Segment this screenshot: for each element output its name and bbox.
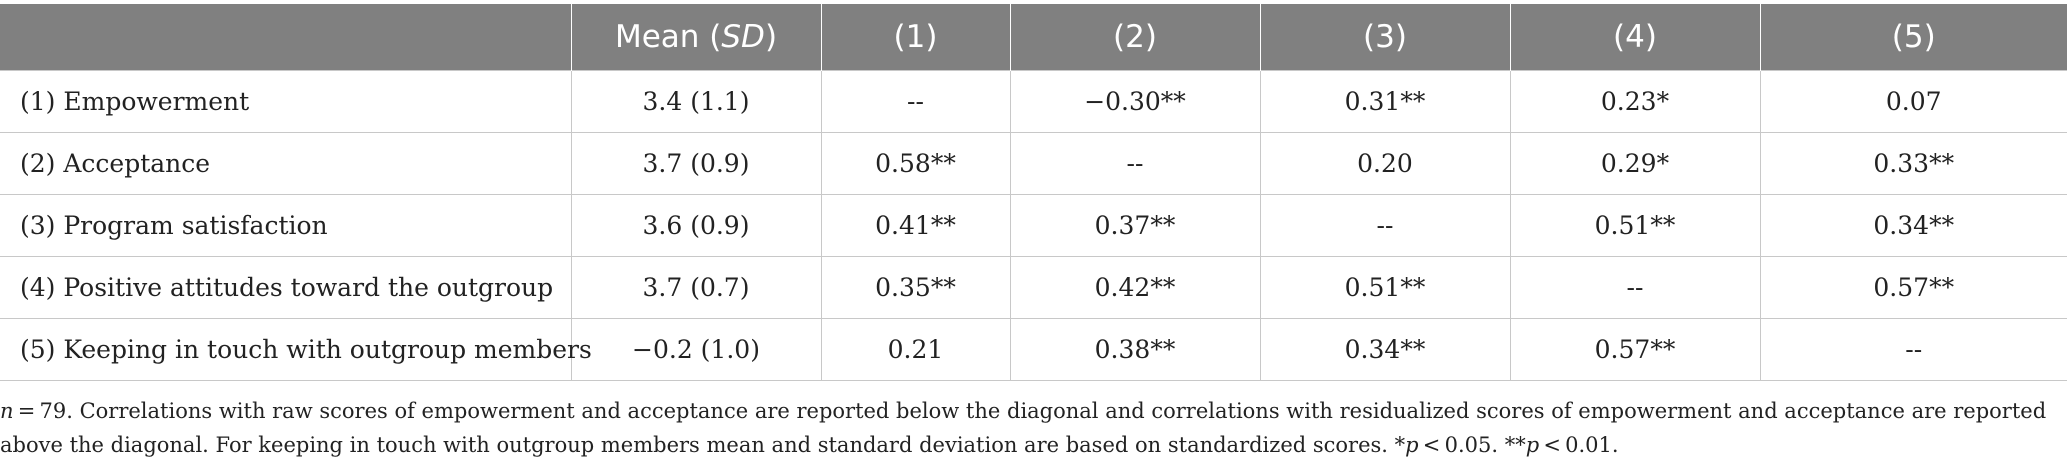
correlation-cell: 0.58** <box>821 132 1011 195</box>
correlation-cell: 0.51** <box>1510 194 1761 257</box>
table-row: (5) Keeping in touch with outgroup membe… <box>0 318 2067 381</box>
table-row: (3) Program satisfaction 3.6 (0.9) 0.41*… <box>0 194 2067 257</box>
table-row: (2) Acceptance 3.7 (0.9) 0.58** -- 0.20 … <box>0 132 2067 195</box>
header-col-2: (2) <box>1010 4 1261 71</box>
correlation-cell: 0.21 <box>821 318 1011 381</box>
correlation-cell: 0.23* <box>1510 70 1761 133</box>
correlation-cell: -- <box>1760 318 2067 381</box>
header-label-cell <box>0 4 572 71</box>
header-col-4: (4) <box>1510 4 1761 71</box>
row-label: (5) Keeping in touch with outgroup membe… <box>0 318 592 381</box>
footnote-line-2: above the diagonal. For keeping in touch… <box>0 428 2060 462</box>
p-threshold-1: < 0.05. ** <box>1418 433 1526 457</box>
correlation-cell: 0.33** <box>1760 132 2067 195</box>
header-mean-sd-italic: SD <box>721 19 765 55</box>
mean-sd-cell: 3.7 (0.7) <box>571 256 822 319</box>
table-header-row: Mean (SD) (1) (2) (3) (4) (5) <box>0 4 2067 71</box>
footnote-line-1-text: = 79. Correlations with raw scores of em… <box>13 399 2047 423</box>
correlation-cell: 0.29* <box>1510 132 1761 195</box>
row-label: (2) Acceptance <box>0 132 572 195</box>
correlation-cell: -- <box>1010 132 1261 195</box>
row-label: (4) Positive attitudes toward the outgro… <box>0 256 572 319</box>
footnote-line-1: n = 79. Correlations with raw scores of … <box>0 394 2060 428</box>
table-row: (1) Empowerment 3.4 (1.1) -- −0.30** 0.3… <box>0 70 2067 133</box>
header-col-1: (1) <box>821 4 1011 71</box>
p-threshold-2: < 0.01. <box>1539 433 1619 457</box>
correlation-cell: 0.57** <box>1510 318 1761 381</box>
correlation-cell: 0.38** <box>1010 318 1261 381</box>
p-symbol: p <box>1525 433 1540 457</box>
correlation-cell: 0.31** <box>1260 70 1511 133</box>
row-label: (3) Program satisfaction <box>0 194 572 257</box>
table-footnote: n = 79. Correlations with raw scores of … <box>0 394 2060 462</box>
mean-sd-cell: 3.4 (1.1) <box>571 70 822 133</box>
correlation-cell: 0.34** <box>1260 318 1511 381</box>
mean-sd-cell: −0.2 (1.0) <box>571 318 822 381</box>
header-mean-prefix: Mean ( <box>614 19 722 55</box>
correlation-cell: 0.34** <box>1760 194 2067 257</box>
p-symbol: p <box>1405 433 1419 457</box>
row-label: (1) Empowerment <box>0 70 572 133</box>
correlation-cell: -- <box>1260 194 1511 257</box>
correlation-cell: -- <box>1510 256 1761 319</box>
correlation-cell: 0.41** <box>821 194 1011 257</box>
correlation-cell: −0.30** <box>1010 70 1261 133</box>
header-mean-sd: Mean (SD) <box>571 4 822 71</box>
header-col-5: (5) <box>1760 4 2067 71</box>
correlation-cell: 0.42** <box>1010 256 1261 319</box>
correlation-cell: -- <box>821 70 1011 133</box>
correlation-cell: 0.07 <box>1760 70 2067 133</box>
correlation-cell: 0.20 <box>1260 132 1511 195</box>
header-col-3: (3) <box>1260 4 1511 71</box>
mean-sd-cell: 3.7 (0.9) <box>571 132 822 195</box>
footnote-line-2-text: above the diagonal. For keeping in touch… <box>0 433 1406 457</box>
table-row: (4) Positive attitudes toward the outgro… <box>0 256 2067 319</box>
header-mean-suffix: ) <box>764 19 778 55</box>
correlation-cell: 0.51** <box>1260 256 1511 319</box>
correlation-table: Mean (SD) (1) (2) (3) (4) (5) (1) Empowe… <box>0 4 2067 381</box>
n-symbol: n <box>0 399 14 423</box>
correlation-cell: 0.37** <box>1010 194 1261 257</box>
correlation-cell: 0.35** <box>821 256 1011 319</box>
correlation-cell: 0.57** <box>1760 256 2067 319</box>
mean-sd-cell: 3.6 (0.9) <box>571 194 822 257</box>
